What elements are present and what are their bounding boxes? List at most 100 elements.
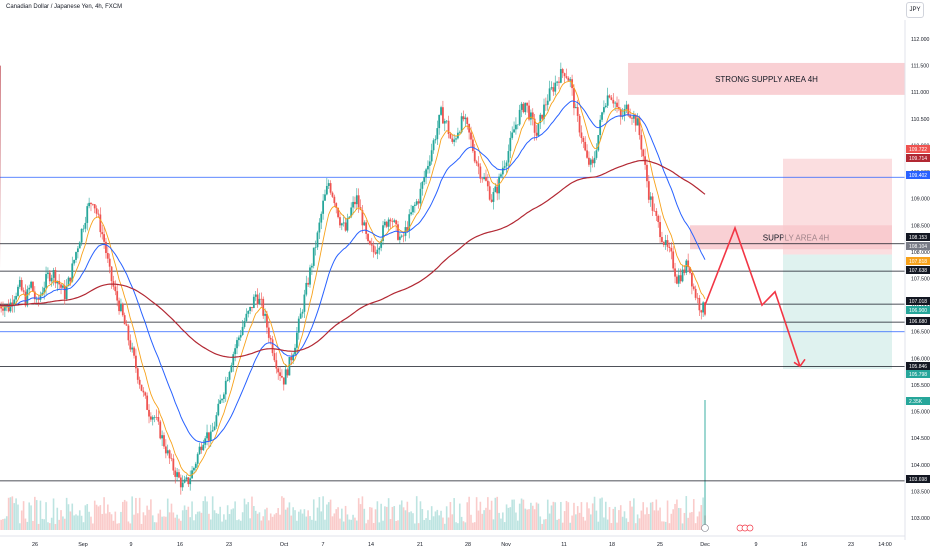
- y-tick-label: 103.500: [911, 489, 930, 495]
- volume-bar: [271, 516, 274, 530]
- volume-bar: [39, 500, 42, 530]
- volume-bar: [232, 508, 235, 530]
- candle-body: [245, 313, 248, 322]
- candle-body: [588, 157, 590, 165]
- volume-bar: [546, 499, 549, 530]
- volume-bar: [503, 522, 506, 530]
- candle-body: [164, 446, 167, 454]
- volume-bar: [670, 513, 673, 530]
- volume-bar: [88, 511, 90, 530]
- candle-body: [496, 186, 499, 194]
- volume-bar: [333, 513, 336, 530]
- y-tick-label: 107.500: [911, 277, 930, 283]
- candle-body: [260, 298, 263, 300]
- volume-bar: [651, 501, 654, 530]
- levels-layer: [0, 176, 905, 482]
- volume-bar: [131, 496, 133, 530]
- candle-body: [256, 294, 259, 305]
- candle-body: [419, 188, 422, 204]
- candle-body: [56, 281, 59, 284]
- candle-body: [625, 104, 628, 110]
- volume-bar: [634, 523, 637, 530]
- volume-bar: [608, 507, 611, 530]
- candle-body: [346, 218, 349, 231]
- candle-body: [485, 177, 487, 181]
- y-tick-label: 103.000: [911, 516, 930, 522]
- volume-bar: [588, 508, 590, 530]
- candle-body: [118, 300, 120, 312]
- volume-bar: [576, 506, 579, 530]
- volume-bar: [382, 520, 384, 530]
- candle-body: [369, 240, 371, 245]
- candle-body: [423, 177, 426, 182]
- candle-body: [408, 214, 411, 231]
- volume-bar: [575, 514, 577, 530]
- candle-body: [237, 337, 240, 341]
- volume-bar: [301, 513, 304, 530]
- event-icon: [701, 524, 709, 532]
- volume-bar: [466, 502, 469, 530]
- volume-bar: [561, 522, 564, 530]
- volume-bar: [389, 519, 392, 530]
- volume-bar: [95, 504, 98, 530]
- candle-body: [146, 395, 149, 410]
- volume-bar: [460, 516, 463, 530]
- volume-bar: [180, 520, 182, 530]
- candle-body: [168, 450, 171, 459]
- volume-bar: [397, 520, 399, 530]
- candle-body: [135, 355, 137, 369]
- volume-bar: [251, 496, 253, 530]
- candle-body: [344, 222, 347, 231]
- candle-body: [505, 162, 508, 167]
- volume-bar: [436, 509, 439, 530]
- candle-body: [198, 446, 201, 455]
- volume-bar: [256, 513, 259, 530]
- x-tick-label: Oct: [280, 542, 289, 548]
- volume-bar: [183, 505, 186, 530]
- volume-bar: [189, 517, 191, 530]
- volume-bar: [294, 510, 296, 530]
- target-zone: [783, 254, 892, 369]
- volume-bar: [657, 510, 659, 530]
- candle-body: [490, 199, 493, 202]
- volume-bar: [668, 523, 671, 530]
- candle-body: [50, 277, 53, 282]
- candle-body: [222, 394, 225, 399]
- volume-bar: [378, 522, 381, 530]
- volume-bar: [116, 523, 118, 530]
- candle-body: [486, 180, 489, 187]
- volume-bar: [144, 515, 147, 530]
- candle-body: [69, 277, 72, 282]
- candle-body: [689, 267, 691, 273]
- volume-bar: [150, 499, 152, 530]
- volume-bar: [97, 506, 100, 530]
- volume-bar: [346, 514, 349, 530]
- candle-body: [312, 247, 315, 266]
- volume-bar: [518, 503, 521, 530]
- volume-bar: [410, 511, 412, 530]
- price-label-badge: [906, 233, 930, 241]
- volume-bar: [238, 519, 240, 530]
- candle-body: [350, 207, 353, 217]
- volume-bar: [327, 502, 330, 530]
- volume-bar: [82, 522, 85, 530]
- currency-button[interactable]: JPY: [906, 2, 924, 18]
- volume-bar: [62, 516, 64, 530]
- candle-body: [196, 454, 199, 464]
- volume-bar: [311, 519, 313, 530]
- candle-body: [93, 204, 96, 209]
- volume-bar: [419, 501, 422, 530]
- volume-bar: [75, 514, 77, 530]
- y-tick-label: 111.500: [911, 64, 929, 70]
- volume-bar: [494, 497, 497, 530]
- volume-bar: [284, 509, 287, 530]
- candle-body: [662, 242, 665, 245]
- candle-body: [674, 268, 676, 277]
- volume-bar: [676, 499, 678, 530]
- volume-bar: [560, 501, 562, 530]
- candle-body: [657, 215, 660, 223]
- volume-bar: [80, 515, 83, 530]
- volume-bar: [685, 496, 688, 530]
- candle-body: [178, 472, 180, 478]
